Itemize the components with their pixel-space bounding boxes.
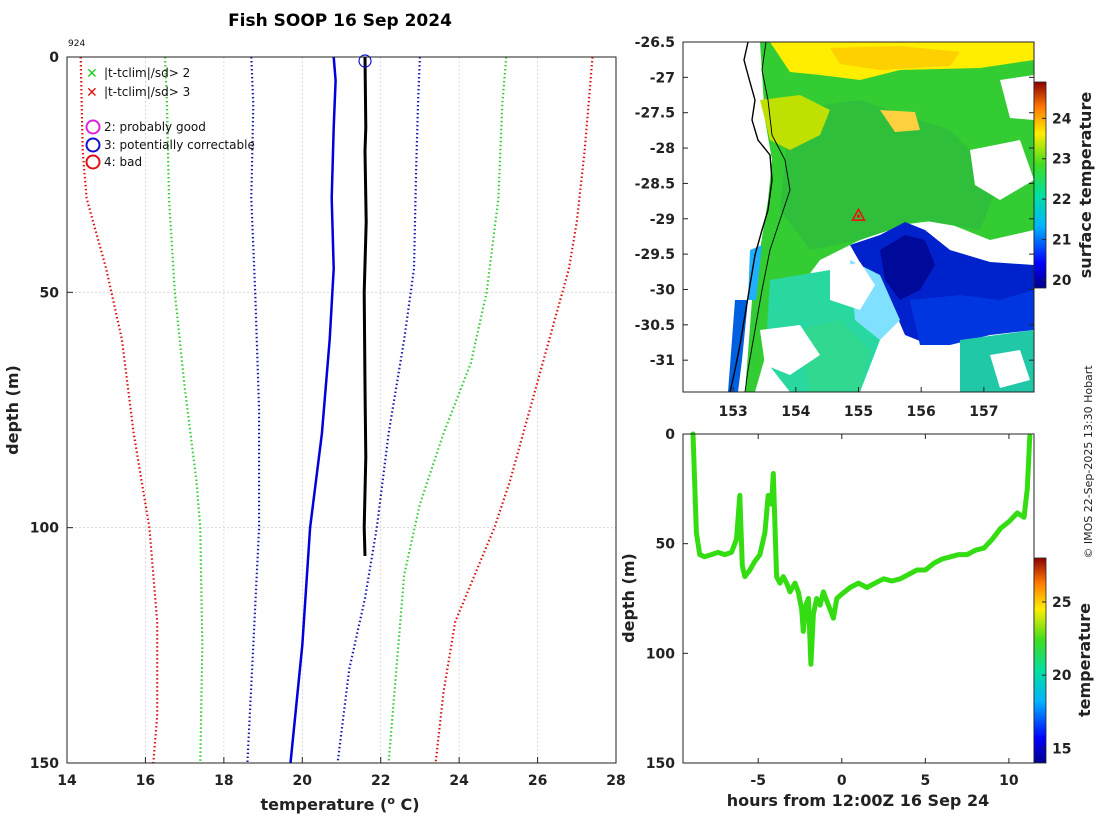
depth-time-ytick-label: 0 [665, 427, 675, 443]
depth-time-colorbar-tick-label: 15 [1052, 741, 1071, 757]
profile-xlabel: temperature (o C) [260, 794, 419, 814]
map-ytick-label: -30.5 [635, 318, 675, 334]
profile-xtick-label: 16 [136, 773, 155, 789]
profile-series [79, 54, 594, 764]
copyright-note: © IMOS 22-Sep-2025 13:30 Hobart [1082, 365, 1095, 559]
map-colorbar-tick-label: 20 [1052, 273, 1072, 289]
profile-gridlines [66, 56, 617, 764]
profile-xtick-label: 22 [371, 773, 390, 789]
depth-time-track [690, 431, 1033, 667]
profile-line-mean-3sd [434, 56, 594, 764]
map-marker-dot [856, 214, 861, 218]
depth-time-xtick-label: 0 [837, 773, 847, 789]
profile-line-climatology-mean [289, 56, 337, 764]
depth-time-xtick-label: 5 [920, 773, 930, 789]
map-colorbar [1033, 81, 1047, 289]
depth-time-frame [682, 433, 1035, 764]
map-colorbar-tick-label: 22 [1052, 192, 1071, 208]
depth-time-ytick-label: 150 [646, 756, 675, 772]
map-ytick-label: -29 [650, 212, 675, 228]
map-xtick-label: 156 [907, 404, 936, 420]
profile-line-mean-1sd [246, 56, 261, 764]
legend-entry-label: 3: potentially correctable [104, 138, 255, 152]
map-ytick-label: -31 [650, 353, 675, 369]
depth-time-ylabel: depth (m) [619, 553, 638, 643]
profile-ylabel: depth (m) [3, 365, 22, 455]
corner-label: 924 [68, 39, 85, 49]
depth-time-colorbar-label: temperature [1075, 603, 1094, 717]
map-ytick-label: -30 [650, 282, 676, 298]
depth-time-colorbar-tick-label: 25 [1052, 595, 1071, 611]
legend-entry-label: 4: bad [104, 155, 142, 169]
map-ytick-label: -28 [650, 141, 675, 157]
map-ytick-label: -29.5 [635, 247, 675, 263]
map-colorbar-tick-label: 24 [1052, 111, 1072, 127]
legend-entry-label: |t-tclim|/sd> 3 [104, 85, 190, 99]
sst-map [683, 42, 1034, 392]
profile-frame [66, 56, 617, 764]
profile-ytick-label: 50 [40, 285, 60, 301]
legend-circle-marker [85, 154, 101, 170]
profile-ytick-label: 0 [49, 50, 59, 66]
profile-line-mean-1sd [336, 56, 421, 764]
profile-xtick-label: 24 [449, 773, 469, 789]
map-xtick-label: 154 [781, 404, 810, 420]
map-colorbar-label: surface temperature [1076, 92, 1095, 279]
legend-x-marker: ✕ [86, 85, 98, 101]
profile-xtick-label: 26 [528, 773, 547, 789]
legend-entry-label: 2: probably good [104, 120, 206, 134]
depth-time-ytick-label: 100 [646, 646, 675, 662]
depth-time-xtick-label: 10 [999, 773, 1019, 789]
map-colorbar-tick-label: 21 [1052, 233, 1071, 249]
profile-legend: ✕ |t-tclim|/sd> 2 ✕ |t-tclim|/sd> 3 2: proba… [85, 66, 255, 170]
map-ytick-label: -28.5 [635, 176, 675, 192]
map-xtick-label: 157 [969, 404, 998, 420]
map-ytick-label: -27 [650, 70, 675, 86]
legend-circle-marker [85, 119, 101, 135]
map-colorbar-tick-label: 23 [1052, 152, 1071, 168]
profile-line-mean-2sd [163, 56, 204, 764]
map-ytick-label: -26.5 [635, 35, 675, 51]
depth-time-plot [690, 431, 1033, 667]
legend-x-marker: ✕ [86, 66, 98, 82]
depth-time-colorbar-tick-label: 20 [1052, 668, 1072, 684]
depth-time-ytick-label: 50 [656, 537, 676, 553]
map-ticks: 153 154 155 156 157 -26.5 -27 -27.5 -28 -28.5 -29 -… [635, 35, 1034, 420]
legend-entry-label: |t-tclim|/sd> 2 [104, 66, 190, 80]
profile-ytick-label: 100 [30, 521, 59, 537]
map-colorbar-ticks: 20 21 22 23 24 [1042, 111, 1072, 289]
profile-ytick-label: 150 [30, 756, 59, 772]
map-triangle-marker [851, 207, 866, 222]
depth-time-xlabel: hours from 12:00Z 16 Sep 24 [727, 791, 989, 810]
profile-ticks: 14 16 18 20 22 24 26 28 0 50 100 150 [30, 50, 626, 789]
legend-circle-marker [85, 137, 101, 153]
map-ytick-label: -27.5 [635, 106, 675, 122]
profile-xtick-label: 20 [293, 773, 313, 789]
depth-time-colorbar [1033, 557, 1047, 764]
map-xtick-label: 153 [719, 404, 748, 420]
map-xtick-label: 155 [844, 404, 873, 420]
profile-title: Fish SOOP 16 Sep 2024 [228, 11, 452, 31]
profile-location-marker [851, 207, 866, 222]
profile-flag-circle [358, 54, 372, 68]
profile-xtick-label: 28 [606, 773, 625, 789]
profile-line-observed-profile [362, 56, 368, 556]
depth-time-xtick-label: -5 [750, 773, 766, 789]
profile-xtick-label: 14 [57, 773, 77, 789]
profile-line-mean-2sd [387, 56, 508, 764]
depth-time-colorbar-ticks: 15 20 25 [1042, 595, 1072, 757]
profile-xtick-label: 18 [214, 773, 233, 789]
